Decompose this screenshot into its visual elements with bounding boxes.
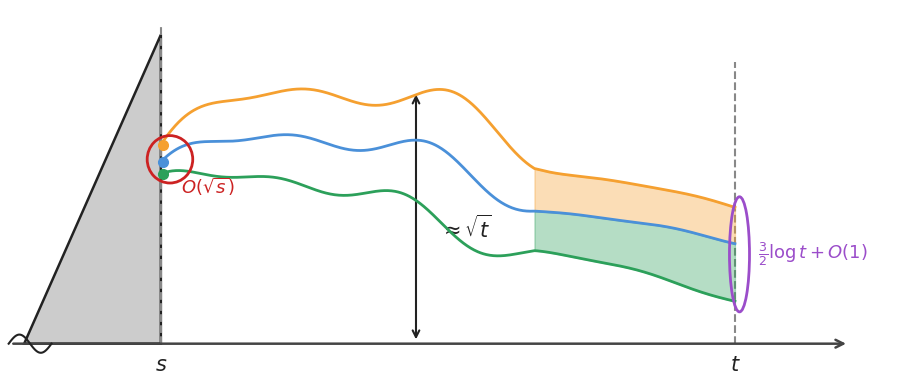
Text: $t$: $t$ <box>729 356 740 375</box>
Text: $s$: $s$ <box>154 356 167 375</box>
Text: $\approx \sqrt{t}$: $\approx \sqrt{t}$ <box>439 214 492 242</box>
Text: $O(\sqrt{s})$: $O(\sqrt{s})$ <box>181 176 235 198</box>
Polygon shape <box>24 35 161 344</box>
Text: $\frac{3}{2}\log t + O(1)$: $\frac{3}{2}\log t + O(1)$ <box>758 240 867 268</box>
